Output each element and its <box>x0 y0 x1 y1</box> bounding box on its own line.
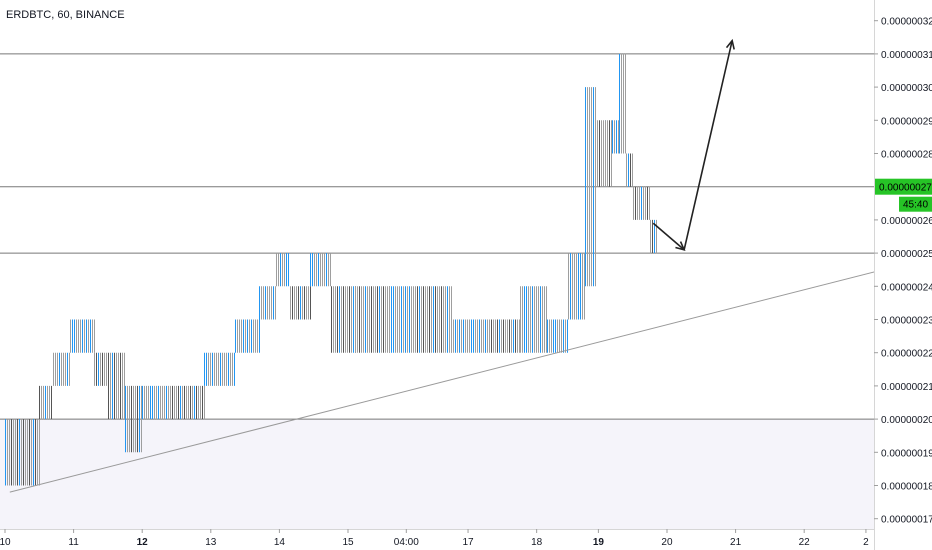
projection-arrow-line <box>652 222 685 251</box>
x-tick-label: 14 <box>274 537 286 548</box>
x-tick-label: 21 <box>730 537 742 548</box>
y-tick-label: 0.00000021 <box>881 382 932 393</box>
y-tick-label: 0.00000032 <box>881 17 932 28</box>
y-tick-label: 0.00000020 <box>881 415 932 426</box>
x-tick-label: 11 <box>68 537 79 548</box>
x-tick-label: 19 <box>593 537 605 548</box>
y-tick-label: 0.00000028 <box>881 150 932 161</box>
y-tick-label: 0.00000022 <box>881 349 932 360</box>
y-tick-label: 0.00000019 <box>881 448 932 459</box>
x-tick-label: 10 <box>0 537 11 548</box>
y-tick-label: 0.00000026 <box>881 216 932 227</box>
y-tick-label: 0.00000031 <box>881 50 932 61</box>
plot-area <box>0 38 874 529</box>
x-tick-label: 2 <box>863 537 869 548</box>
y-tick-label: 0.00000024 <box>881 282 932 293</box>
chart-title: ERDBTC, 60, BINANCE <box>6 9 125 21</box>
x-tick-label: 04:00 <box>394 537 419 548</box>
x-tick-label: 15 <box>342 537 354 548</box>
y-tick-label: 0.00000017 <box>881 515 932 526</box>
y-tick-label: 0.00000023 <box>881 316 932 327</box>
projection-arrow-line <box>683 40 733 250</box>
support-zone <box>0 419 874 529</box>
projection-arrow-head <box>725 38 735 50</box>
y-tick-label: 0.00000018 <box>881 482 932 493</box>
trendline <box>9 271 874 493</box>
x-tick-label: 22 <box>799 537 811 548</box>
x-tick-label: 20 <box>661 537 673 548</box>
countdown-badge <box>899 196 932 212</box>
countdown-value: 45:40 <box>903 200 928 211</box>
x-tick-label: 17 <box>462 537 474 548</box>
price-badge-value: 0.00000027 <box>879 183 932 194</box>
y-tick-label: 0.00000025 <box>881 249 932 260</box>
y-tick-label: 0.00000030 <box>881 83 932 94</box>
x-tick-label: 18 <box>531 537 543 548</box>
y-tick-label: 0.00000029 <box>881 116 932 127</box>
x-tick-label: 13 <box>205 537 217 548</box>
x-tick-label: 12 <box>137 537 149 548</box>
price-badge <box>875 178 932 195</box>
